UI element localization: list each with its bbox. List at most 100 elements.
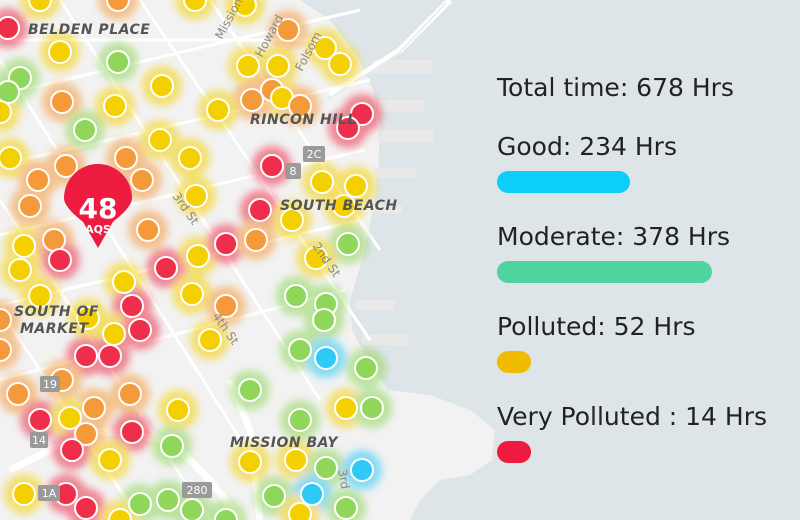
sensor-dot[interactable]: [98, 344, 122, 368]
sensor-dot[interactable]: [334, 496, 358, 520]
sensor-dot[interactable]: [166, 398, 190, 422]
sensor-dot[interactable]: [240, 88, 264, 112]
sensor-dot[interactable]: [310, 170, 334, 194]
sensor-dot[interactable]: [120, 420, 144, 444]
sensor-dot[interactable]: [288, 502, 312, 520]
sensor-dot[interactable]: [300, 482, 324, 506]
sensor-dot[interactable]: [108, 508, 132, 520]
sensor-dot[interactable]: [360, 396, 384, 420]
sensor-dot[interactable]: [74, 496, 98, 520]
sensor-dot[interactable]: [0, 146, 22, 170]
sensor-dot[interactable]: [284, 448, 308, 472]
sensor-dot[interactable]: [233, 0, 257, 17]
sensor-dot[interactable]: [82, 396, 106, 420]
sensor-dot[interactable]: [184, 184, 208, 208]
sensor-dot[interactable]: [313, 36, 337, 60]
sensor-dot[interactable]: [180, 498, 204, 520]
sensor-dot[interactable]: [76, 306, 100, 330]
sensor-dot[interactable]: [50, 90, 74, 114]
sensor-dot[interactable]: [336, 116, 360, 140]
sensor-dot[interactable]: [260, 154, 284, 178]
sensor-dot[interactable]: [6, 382, 30, 406]
sensor-dot[interactable]: [150, 74, 174, 98]
sensor-dot[interactable]: [350, 458, 374, 482]
sensor-dot[interactable]: [28, 284, 52, 308]
sensor-dot[interactable]: [114, 146, 138, 170]
sensor-dot[interactable]: [214, 508, 238, 520]
sensor-dot[interactable]: [28, 0, 52, 12]
sensor-dot[interactable]: [102, 322, 126, 346]
sensor-dot[interactable]: [0, 100, 12, 124]
sensor-dot[interactable]: [0, 80, 20, 104]
sensor-dot[interactable]: [54, 154, 78, 178]
sensor-dot[interactable]: [58, 406, 82, 430]
sensor-dot[interactable]: [106, 50, 130, 74]
sensor-dot[interactable]: [236, 54, 260, 78]
sensor-dot[interactable]: [266, 54, 290, 78]
sensor-dot[interactable]: [0, 308, 12, 332]
sensor-dot[interactable]: [12, 234, 36, 258]
sensor-dot[interactable]: [48, 248, 72, 272]
sensor-dot[interactable]: [0, 16, 20, 40]
sensor-dot[interactable]: [354, 356, 378, 380]
sensor-dot[interactable]: [276, 18, 300, 42]
sensor-dot[interactable]: [154, 256, 178, 280]
sensor-dot[interactable]: [262, 484, 286, 508]
sensor-dot[interactable]: [160, 434, 184, 458]
aqs-marker-pin[interactable]: 48 AQS: [64, 164, 132, 248]
sensor-dot[interactable]: [183, 0, 207, 12]
sensor-dot[interactable]: [136, 218, 160, 242]
sensor-dot[interactable]: [48, 40, 72, 64]
sensor-dot[interactable]: [186, 244, 210, 268]
sensor-dot[interactable]: [328, 52, 352, 76]
sensor-dot[interactable]: [98, 448, 122, 472]
sensor-dot[interactable]: [128, 492, 152, 516]
sensor-dot[interactable]: [214, 232, 238, 256]
sensor-dot[interactable]: [284, 284, 308, 308]
moderate-bar: [497, 261, 712, 283]
sensor-dot[interactable]: [118, 382, 142, 406]
sensor-dot[interactable]: [332, 194, 356, 218]
sensor-dot[interactable]: [288, 408, 312, 432]
sensor-dot[interactable]: [0, 338, 12, 362]
sensor-dot[interactable]: [248, 198, 272, 222]
sensor-dot[interactable]: [304, 246, 328, 270]
sensor-dot[interactable]: [198, 328, 222, 352]
sensor-dot[interactable]: [42, 228, 66, 252]
sensor-dot[interactable]: [112, 270, 136, 294]
sensor-dot[interactable]: [128, 318, 152, 342]
sensor-dot[interactable]: [156, 488, 180, 512]
sensor-dot[interactable]: [288, 338, 312, 362]
sensor-dot[interactable]: [74, 344, 98, 368]
sensor-dot[interactable]: [106, 0, 130, 12]
sensor-dot[interactable]: [28, 408, 52, 432]
sensor-dot[interactable]: [120, 294, 144, 318]
sensor-dot[interactable]: [312, 308, 336, 332]
sensor-dot[interactable]: [314, 456, 338, 480]
sensor-dot[interactable]: [178, 146, 202, 170]
sensor-dot[interactable]: [12, 482, 36, 506]
sensor-dot[interactable]: [8, 258, 32, 282]
sensor-dot[interactable]: [350, 102, 374, 126]
sensor-dot[interactable]: [148, 128, 172, 152]
sensor-dot[interactable]: [18, 194, 42, 218]
sensor-dot[interactable]: [60, 438, 84, 462]
sensor-dot[interactable]: [334, 396, 358, 420]
sensor-dot[interactable]: [244, 228, 268, 252]
sensor-dot[interactable]: [206, 98, 230, 122]
sensor-dot[interactable]: [280, 208, 304, 232]
sensor-dot[interactable]: [238, 450, 262, 474]
sensor-dot[interactable]: [214, 294, 238, 318]
sensor-dot[interactable]: [26, 168, 50, 192]
sensor-dot[interactable]: [74, 422, 98, 446]
sensor-dot[interactable]: [344, 174, 368, 198]
sensor-dot[interactable]: [73, 118, 97, 142]
sensor-dot[interactable]: [103, 94, 127, 118]
sensor-dot[interactable]: [314, 346, 338, 370]
sensor-dot[interactable]: [180, 282, 204, 306]
sensor-dot[interactable]: [336, 232, 360, 256]
sensor-dot[interactable]: [288, 94, 312, 118]
sensor-dot[interactable]: [238, 378, 262, 402]
sensor-dot[interactable]: [130, 168, 154, 192]
